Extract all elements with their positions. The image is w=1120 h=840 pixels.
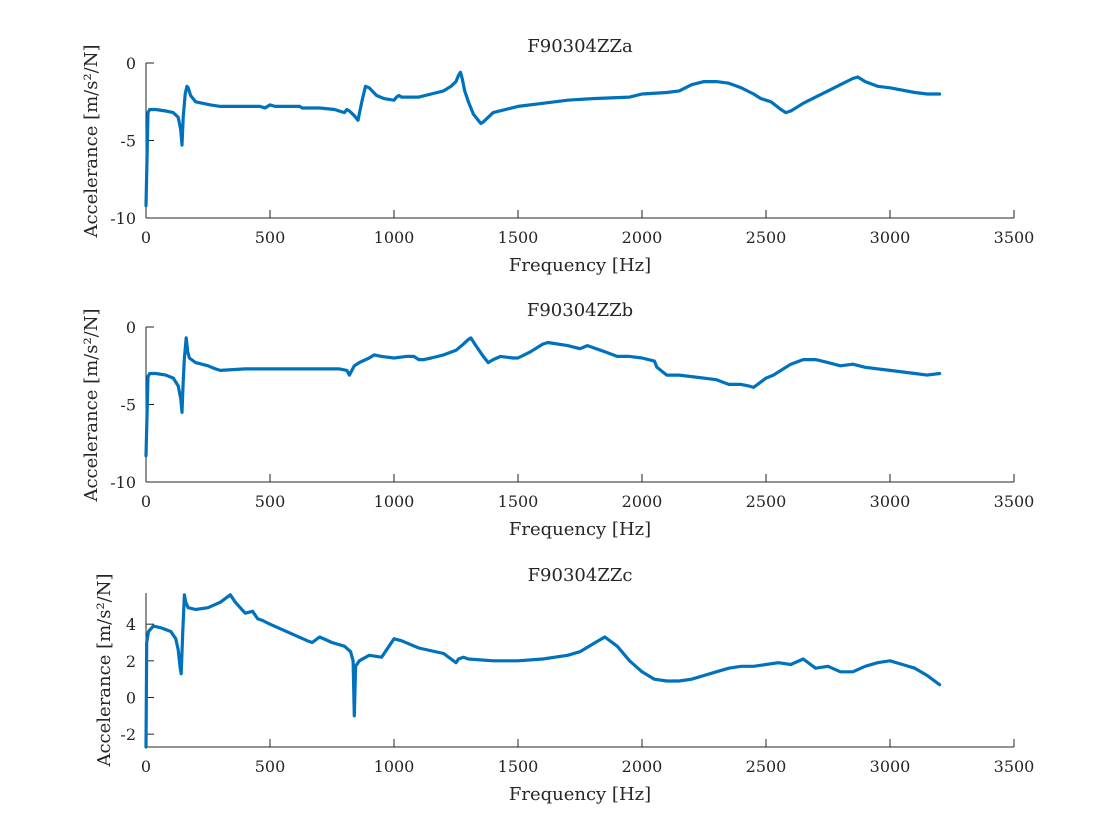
y-tick-label: -10: [110, 473, 136, 492]
y-tick-label: 0: [126, 689, 136, 708]
x-tick-label: 2000: [622, 757, 663, 776]
y-tick-labels: -2 0 2 4: [120, 615, 136, 744]
subplot-a: F90304ZZa 0 500 1000 1500 2000 2500 3000 3500 -…: [81, 36, 1034, 276]
y-tick-labels: -10 -5 0: [110, 318, 136, 492]
x-tick-label: 3000: [870, 228, 911, 247]
y-axis-label: Accelerance [m/s²/N]: [94, 573, 115, 767]
series-line: [144, 593, 942, 749]
chart-title: F90304ZZc: [528, 565, 633, 586]
x-tick-label: 1500: [498, 757, 539, 776]
y-tick-label: -5: [120, 396, 136, 415]
x-tick-label: 1500: [498, 492, 539, 511]
x-tick-label: 2500: [746, 757, 787, 776]
chart-title: F90304ZZa: [527, 36, 633, 57]
x-tick-label: 3500: [994, 757, 1035, 776]
x-tick-label: 2500: [746, 492, 787, 511]
x-tick-label: 1000: [374, 492, 415, 511]
y-tick-label: -10: [110, 209, 136, 228]
y-axis-label: Accelerance [m/s²/N]: [81, 308, 102, 502]
x-tick-label: 1000: [374, 228, 415, 247]
y-tick-label: -5: [120, 132, 136, 151]
y-tick-label: 0: [126, 54, 136, 73]
subplot-c: F90304ZZc 0 500 1000 1500 2000 2500 3000 3500 -…: [94, 565, 1034, 805]
x-tick-labels: 0 500 1000 1500 2000 2500 3000 3500: [141, 228, 1034, 247]
chart-title: F90304ZZb: [527, 300, 633, 321]
x-tick-label: 500: [255, 228, 286, 247]
x-tick-label: 3500: [994, 492, 1035, 511]
x-tick-label: 0: [141, 492, 151, 511]
x-tick-labels: 0 500 1000 1500 2000 2500 3000 3500: [141, 757, 1034, 776]
x-tick-labels: 0 500 1000 1500 2000 2500 3000 3500: [141, 492, 1034, 511]
x-tick-label: 3000: [870, 492, 911, 511]
x-axis-label: Frequency [Hz]: [509, 519, 651, 540]
y-tick-label: -2: [120, 725, 136, 744]
x-tick-label: 3000: [870, 757, 911, 776]
x-tick-label: 2500: [746, 228, 787, 247]
y-tick-label: 4: [126, 615, 136, 634]
x-tick-label: 0: [141, 228, 151, 247]
x-axis-label: Frequency [Hz]: [509, 255, 651, 276]
subplot-b: F90304ZZb 0 500 1000 1500 2000 2500 3000 3500 -…: [81, 300, 1034, 540]
y-tick-label: 0: [126, 318, 136, 337]
x-tick-label: 3500: [994, 228, 1035, 247]
x-tick-label: 0: [141, 757, 151, 776]
x-tick-label: 500: [255, 492, 286, 511]
series-line: [144, 70, 942, 208]
series-line: [144, 336, 942, 458]
x-tick-label: 2000: [622, 492, 663, 511]
x-axis-label: Frequency [Hz]: [509, 784, 651, 805]
x-tick-label: 1000: [374, 757, 415, 776]
y-axis-label: Accelerance [m/s²/N]: [81, 44, 102, 238]
y-tick-labels: -10 -5 0: [110, 54, 136, 228]
x-tick-label: 2000: [622, 228, 663, 247]
y-tick-label: 2: [126, 652, 136, 671]
x-tick-label: 1500: [498, 228, 539, 247]
x-tick-label: 500: [255, 757, 286, 776]
